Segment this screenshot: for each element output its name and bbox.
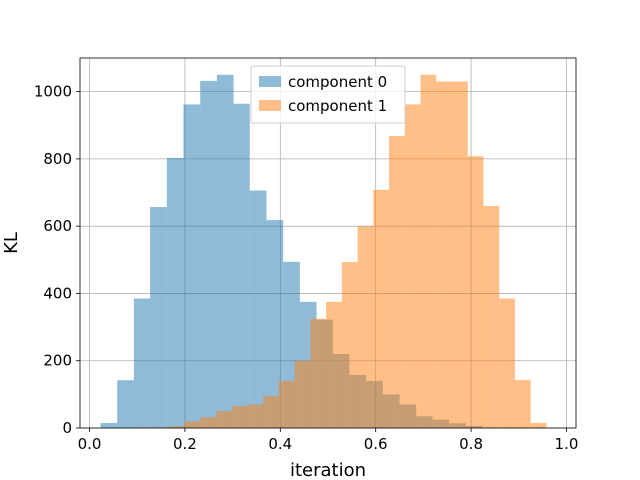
legend-label-0: component 0	[288, 73, 387, 91]
y-tick-label: 600	[43, 217, 72, 235]
legend-box	[250, 65, 406, 124]
bar-series-1-bin-4	[200, 417, 216, 428]
plot-frame	[79, 57, 577, 429]
bar-series-0-bin-5	[183, 104, 201, 428]
legend-swatch-0	[259, 76, 281, 87]
bar-series-1-bin-25	[530, 422, 547, 428]
bar-series-1-bin-9	[278, 380, 295, 428]
bar-series-1-bin-8	[263, 396, 279, 428]
bar-series-1-bin-21	[467, 156, 484, 428]
bar-series-1-bin-6	[231, 406, 248, 428]
y-tick-label: 200	[43, 352, 72, 370]
bars	[100, 74, 547, 429]
bar-series-0-bin-1	[117, 380, 134, 428]
x-tick-label: 0.8	[459, 435, 483, 453]
bar-series-1-bin-15	[373, 189, 390, 428]
bar-series-1-bin-3	[184, 421, 201, 428]
bar-series-0-bin-6	[200, 80, 217, 428]
x-axis-label: iteration	[290, 460, 366, 480]
bar-series-0-bin-0	[100, 422, 118, 428]
bar-series-0-bin-2	[133, 298, 151, 428]
legend-label-1: component 1	[288, 97, 387, 115]
y-axis-label: KL	[1, 232, 22, 254]
x-tick-label: 0.4	[268, 435, 292, 453]
bar-series-0-bin-3	[150, 207, 167, 428]
bar-series-0-bin-8	[233, 103, 250, 428]
y-tick-label: 400	[43, 284, 72, 302]
bar-series-1-bin-7	[247, 404, 264, 428]
bar-series-1-bin-17	[404, 104, 421, 428]
bar-series-1-bin-10	[294, 360, 311, 428]
x-tick-label: 0.6	[364, 435, 388, 453]
y-tick-label: 800	[43, 150, 72, 168]
bar-series-0-bin-9	[249, 190, 267, 428]
legend-swatch-1	[259, 100, 281, 111]
bar-series-1-bin-13	[341, 262, 358, 428]
bar-series-1-bin-18	[420, 74, 437, 429]
bar-series-1-bin-5	[215, 411, 232, 428]
y-tick-label: 0	[62, 419, 72, 437]
x-tick-label: 1.0	[555, 435, 579, 453]
x-tick-label: 0.2	[173, 435, 197, 453]
bar-series-1-bin-24	[514, 379, 531, 428]
bar-series-0-bin-10	[266, 220, 284, 428]
bar-series-1-bin-12	[326, 301, 342, 428]
bar-series-0-bin-4	[166, 157, 184, 428]
bar-series-0-bin-7	[216, 74, 234, 429]
y-tick-label: 1000	[34, 83, 72, 101]
x-axis-ticks: 0.0 0.2 0.4 0.6 0.8 1.0	[78, 428, 579, 453]
bar-series-1-bin-19	[436, 81, 452, 428]
bar-series-1-bin-11	[310, 318, 327, 428]
bar-series-1-bin-23	[499, 298, 515, 428]
bar-series-1-bin-22	[483, 206, 500, 428]
bar-series-1-bin-20	[452, 81, 468, 428]
bar-series-1-bin-14	[357, 226, 374, 428]
x-tick-label: 0.0	[78, 435, 102, 453]
legend: component 0 component 1	[250, 65, 406, 124]
bar-series-1-bin-16	[389, 136, 405, 428]
bar-series-1-bin-2	[168, 426, 185, 428]
y-axis-ticks: 0 200 400 600 800 1000	[34, 83, 80, 437]
